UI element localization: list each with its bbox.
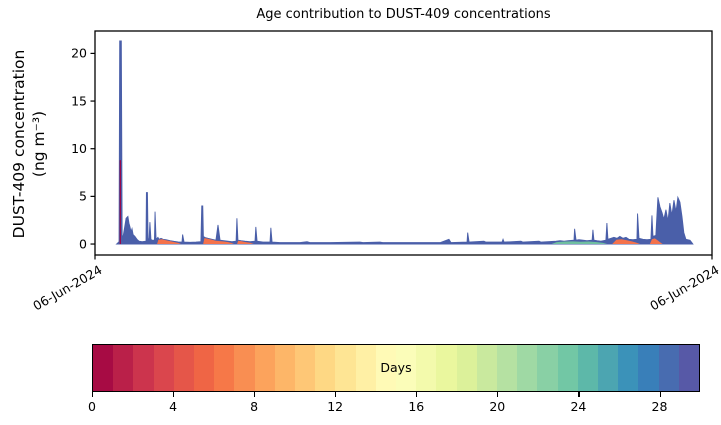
colorbar-tick-label: 12 <box>327 399 344 414</box>
colorbar-segment <box>133 345 154 391</box>
colorbar-segment <box>396 345 417 391</box>
colorbar-label: Days <box>380 360 412 376</box>
chart-title: Age contribution to DUST-409 concentrati… <box>256 7 551 22</box>
colorbar-segment <box>254 345 275 391</box>
series-area <box>115 40 694 245</box>
colorbar-segment <box>93 345 114 391</box>
y-tick-label: 5 <box>79 189 87 204</box>
colorbar-segment <box>153 345 174 391</box>
age-patch-young-dust-decay-1 <box>157 239 181 245</box>
colorbar-segment <box>173 345 195 391</box>
colorbar-segment <box>214 345 235 391</box>
colorbar-segment <box>598 345 619 391</box>
colorbar-segment <box>456 345 477 391</box>
y-tick-label: 15 <box>71 93 87 108</box>
colorbar-tick-label: 8 <box>250 399 259 414</box>
colorbar-tick-label: 28 <box>651 399 668 414</box>
colorbar-tick-label: 0 <box>88 399 96 414</box>
age-patch-young-dust-decay-3 <box>237 240 254 245</box>
colorbar-segment <box>274 345 296 391</box>
colorbar-segment <box>436 345 457 391</box>
y-tick-label: 20 <box>71 46 87 61</box>
colorbar: Days <box>92 344 700 392</box>
age-patch-young-dust-decay-2 <box>203 238 235 245</box>
colorbar-segment <box>678 345 700 391</box>
colorbar-segment <box>355 345 376 391</box>
colorbar-tick-mark <box>497 392 499 397</box>
colorbar-segment <box>638 345 659 391</box>
colorbar-tick-mark <box>578 392 580 397</box>
axes-frame <box>94 30 713 256</box>
colorbar-segment <box>618 345 639 391</box>
colorbar-segment <box>537 345 558 391</box>
colorbar-tick-label: 24 <box>570 399 587 414</box>
age-patch-fresh-emission-day0 <box>119 160 121 245</box>
colorbar-tick-mark <box>92 392 94 397</box>
colorbar-segment <box>335 345 356 391</box>
colorbar-tick-label: 20 <box>489 399 506 414</box>
colorbar-tick-label: 4 <box>169 399 178 414</box>
colorbar-segment <box>658 345 679 391</box>
colorbar-segment <box>416 345 437 391</box>
age-patch-young-dust-decay-4 <box>612 239 641 245</box>
colorbar-tick-label: 16 <box>408 399 425 414</box>
colorbar-segment <box>557 345 578 391</box>
age-patch-young-dust-decay-5 <box>649 238 663 245</box>
age-patch-mid-age-dust <box>551 241 608 245</box>
colorbar-segment <box>497 345 518 391</box>
colorbar-tick-mark <box>416 392 418 397</box>
colorbar-segment <box>375 345 397 391</box>
colorbar-segment <box>577 345 599 391</box>
time-series-plot: 0 5 10 15 20 <box>71 30 713 260</box>
colorbar-segment <box>517 345 538 391</box>
colorbar-segment <box>113 345 134 391</box>
y-tick-label: 10 <box>71 141 87 156</box>
colorbar-segment <box>295 345 316 391</box>
colorbar-segment <box>315 345 336 391</box>
colorbar-tick-mark <box>173 392 175 397</box>
colorbar-tick-mark <box>254 392 256 397</box>
colorbar-segment <box>234 345 255 391</box>
colorbar-segment <box>476 345 498 391</box>
y-tick-label: 0 <box>79 236 87 251</box>
colorbar-segment <box>194 345 215 391</box>
colorbar-gradient <box>93 345 700 391</box>
colorbar-tick-mark <box>335 392 337 397</box>
colorbar-tick-mark <box>659 392 661 397</box>
